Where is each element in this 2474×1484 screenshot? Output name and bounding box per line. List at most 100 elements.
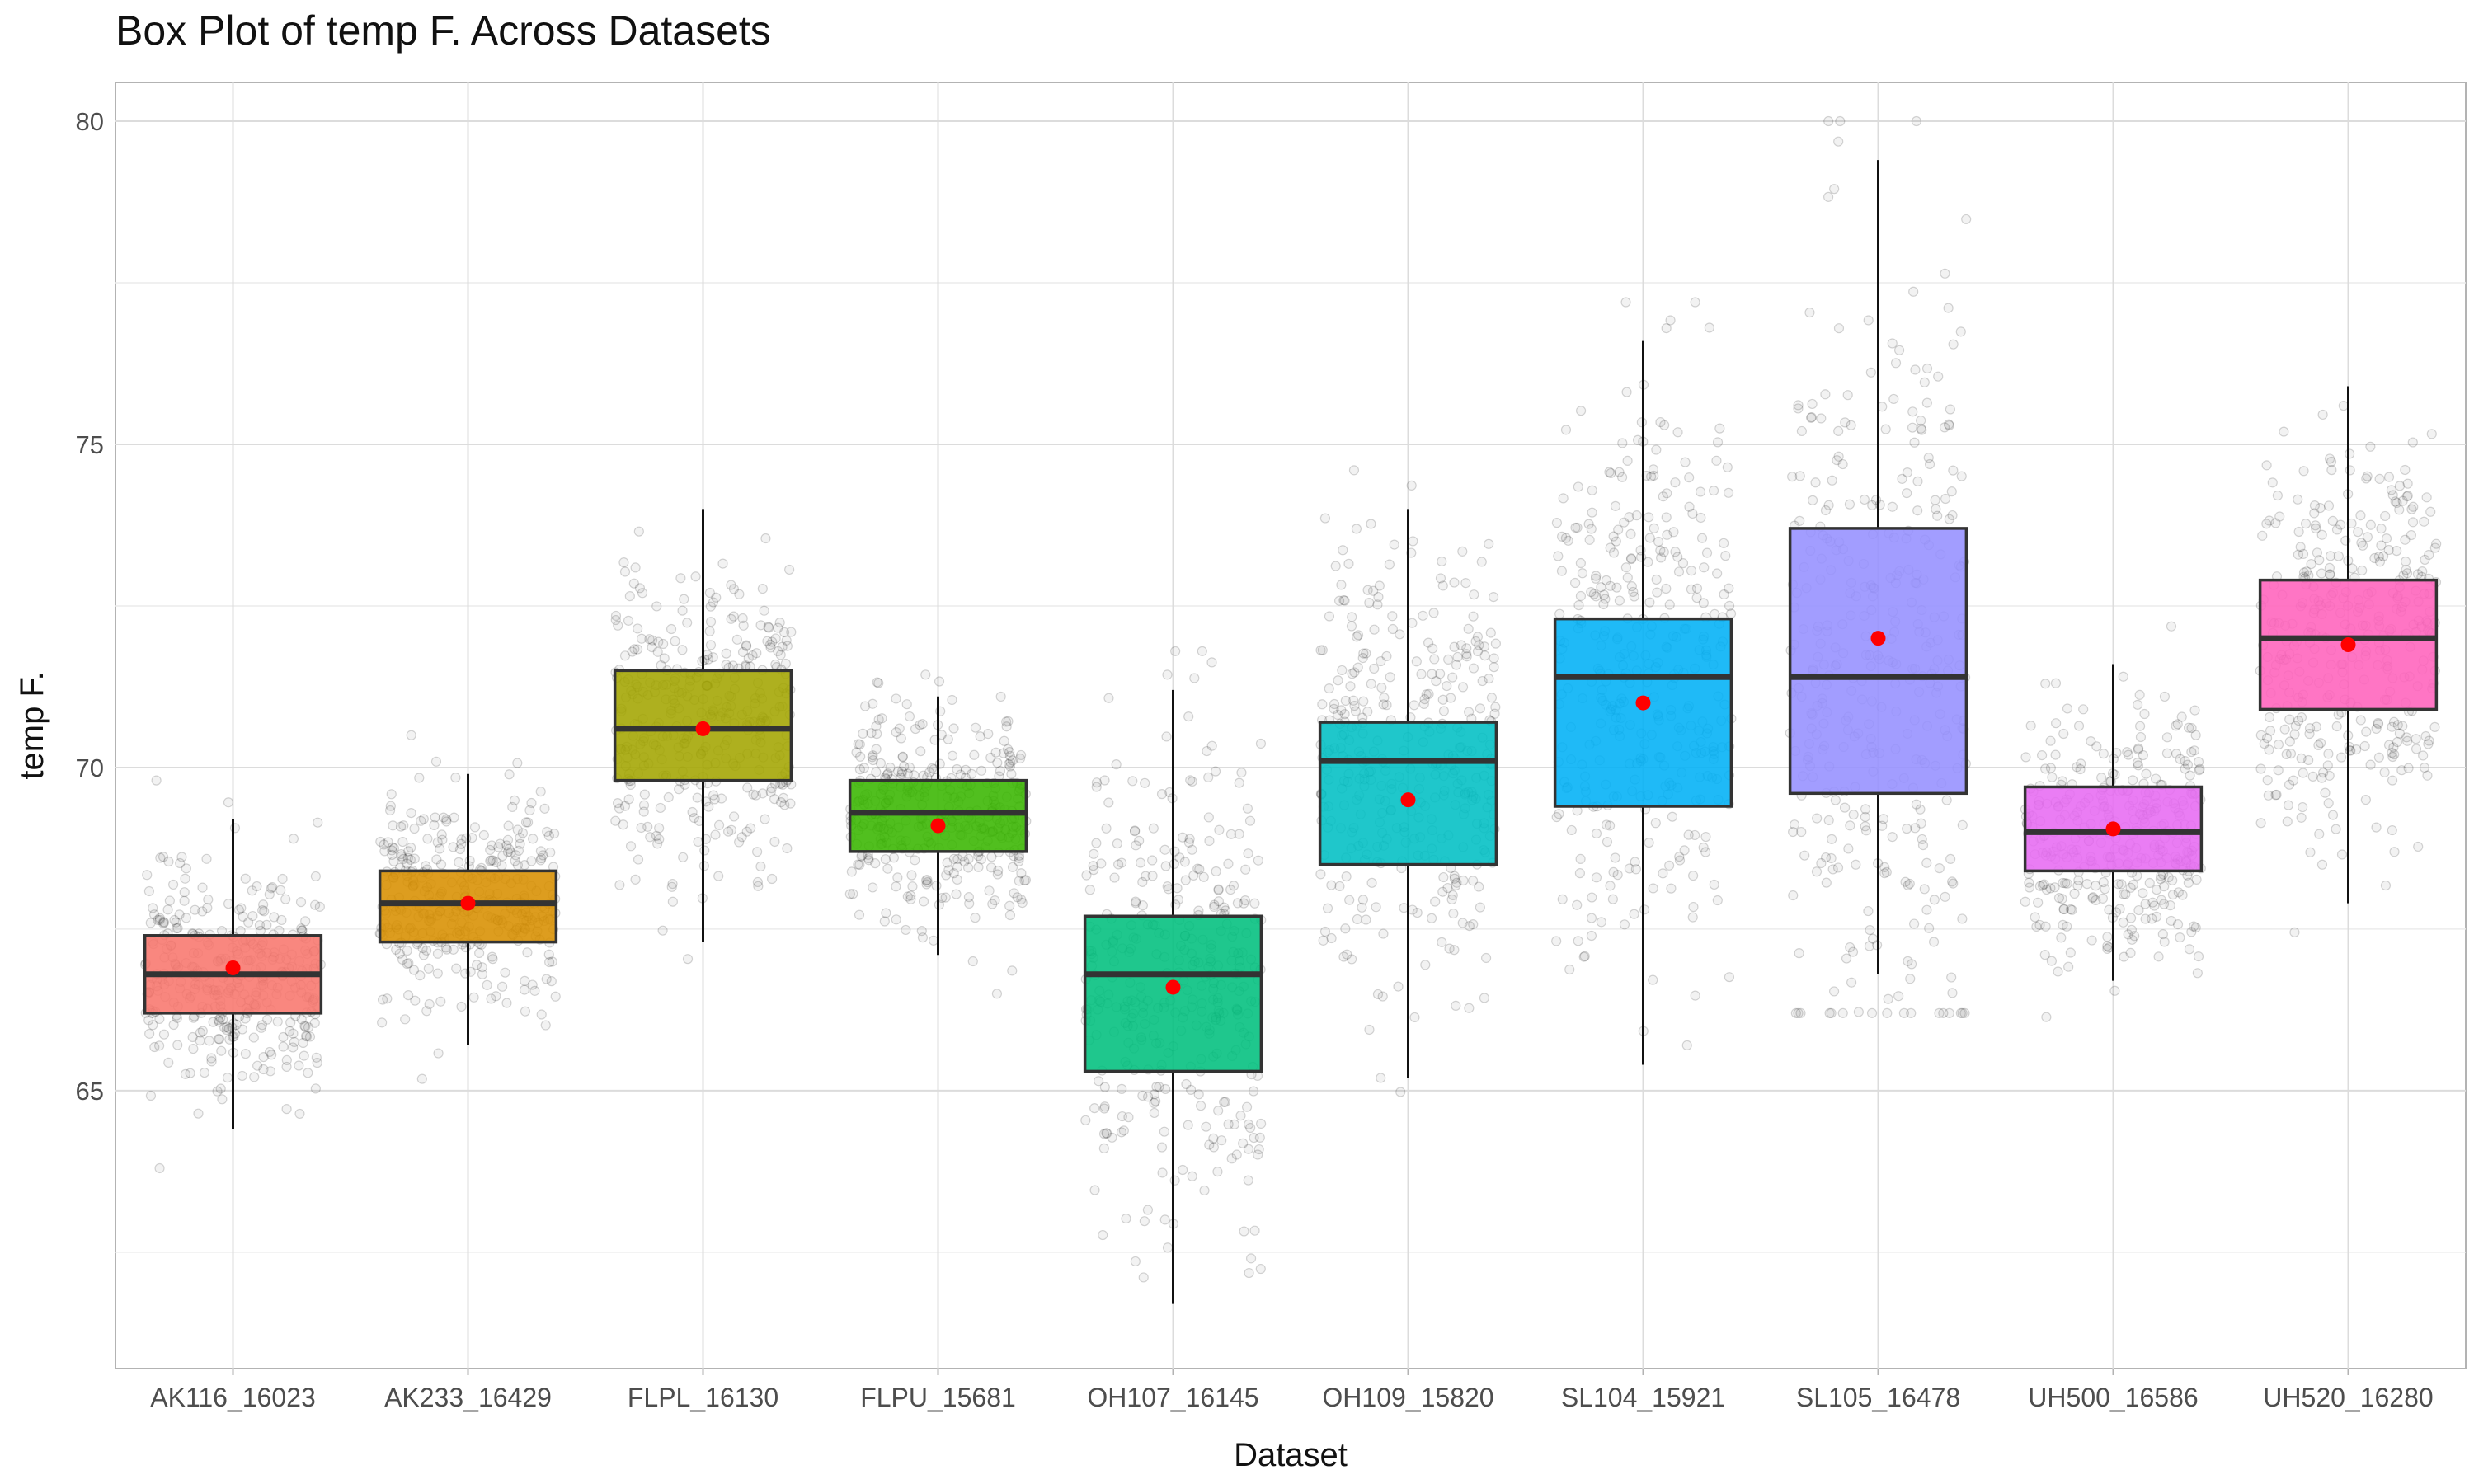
jitter-point: [187, 1031, 198, 1043]
jitter-point: [904, 762, 915, 773]
jitter-point: [2261, 519, 2272, 529]
jitter-point: [1833, 451, 1844, 462]
jitter-point: [1162, 669, 1173, 680]
jitter-point: [1720, 551, 1731, 561]
jitter-point: [1906, 1007, 1917, 1018]
jitter-point: [1591, 872, 1602, 883]
jitter-point: [1844, 499, 1856, 510]
jitter-point: [692, 792, 703, 803]
jitter-point: [1449, 945, 1460, 956]
chart-title: Box Plot of temp F. Across Datasets: [115, 7, 771, 54]
jitter-point: [417, 942, 428, 954]
jitter-point: [195, 1036, 205, 1046]
jitter-point: [2322, 760, 2333, 771]
jitter-point: [1244, 815, 1256, 826]
jitter-point: [952, 763, 962, 775]
jitter-point: [1690, 297, 1700, 308]
jitter-point: [1681, 1040, 1692, 1050]
jitter-point: [1684, 501, 1695, 512]
jitter-point: [1845, 820, 1856, 831]
jitter-point: [261, 919, 272, 930]
jitter-point: [2182, 759, 2194, 770]
jitter-point: [636, 822, 647, 834]
jitter-point: [1583, 519, 1594, 529]
jitter-point: [281, 1054, 292, 1065]
jitter-point: [1342, 949, 1352, 960]
jitter-point: [1019, 875, 1030, 885]
jitter-point: [491, 857, 501, 868]
jitter-point: [2307, 771, 2318, 782]
jitter-point: [2300, 519, 2312, 529]
jitter-point: [654, 834, 665, 845]
jitter-point: [2387, 775, 2398, 786]
jitter-point: [280, 894, 291, 904]
jitter-point: [2050, 678, 2062, 688]
jitter-point: [2290, 721, 2301, 731]
jitter-point: [644, 634, 655, 645]
jitter-point: [2040, 679, 2051, 689]
jitter-point: [2371, 723, 2382, 735]
jitter-point: [1596, 917, 1606, 928]
jitter-point: [1387, 611, 1398, 622]
jitter-point: [1696, 512, 1706, 524]
jitter-point: [2293, 526, 2304, 538]
jitter-point: [437, 834, 448, 845]
jitter-point: [2283, 800, 2294, 810]
jitter-point: [766, 783, 777, 794]
jitter-point: [2141, 768, 2152, 779]
jitter-point: [1333, 595, 1345, 606]
jitter-point: [163, 1057, 174, 1068]
jitter-point: [679, 594, 689, 604]
jitter-point: [1180, 875, 1191, 885]
jitter-point: [987, 899, 998, 909]
jitter-point: [1156, 1142, 1168, 1153]
jitter-point: [449, 812, 459, 823]
jitter-point: [973, 862, 984, 872]
jitter-point: [1911, 115, 1922, 127]
jitter-point: [2285, 749, 2297, 759]
jitter-point: [1006, 768, 1017, 779]
jitter-point: [423, 963, 434, 974]
jitter-point: [991, 989, 1003, 999]
jitter-point: [2401, 735, 2413, 746]
jitter-point: [1378, 928, 1389, 939]
jitter-point: [487, 951, 497, 962]
jitter-point: [1860, 804, 1871, 815]
jitter-point: [1614, 595, 1625, 606]
jitter-point: [713, 819, 725, 830]
jitter-point: [1934, 863, 1945, 874]
jitter-point: [2126, 913, 2137, 923]
jitter-point: [2301, 566, 2312, 577]
jitter-point: [1879, 868, 1890, 879]
jitter-point: [1437, 886, 1448, 897]
jitter-point: [2118, 917, 2128, 928]
jitter-point: [875, 758, 887, 768]
jitter-point: [2431, 538, 2442, 549]
jitter-point: [2058, 904, 2069, 914]
jitter-point: [2056, 932, 2067, 943]
jitter-point: [1556, 531, 1568, 542]
jitter-point: [767, 873, 778, 885]
jitter-point: [1411, 656, 1422, 667]
jitter-point: [1326, 932, 1337, 944]
jitter-point: [1198, 871, 1209, 882]
jitter-point: [1662, 488, 1672, 499]
box-group: [2023, 664, 2204, 981]
jitter-point: [1239, 898, 1249, 909]
jitter-point: [1243, 1144, 1254, 1154]
jitter-point: [1933, 371, 1944, 382]
jitter-point: [762, 636, 773, 646]
jitter-point: [1468, 663, 1479, 674]
jitter-point: [1163, 884, 1174, 895]
jitter-point: [2039, 879, 2049, 890]
jitter-point: [1336, 580, 1347, 590]
jitter-point: [1150, 1096, 1161, 1106]
jitter-point: [311, 1052, 322, 1063]
jitter-point: [2024, 882, 2035, 893]
jitter-point: [395, 821, 407, 832]
jitter-point: [1793, 400, 1804, 411]
jitter-point: [1156, 789, 1168, 800]
jitter-point: [504, 769, 515, 780]
jitter-point: [2411, 734, 2421, 744]
jitter-point: [2304, 728, 2315, 740]
